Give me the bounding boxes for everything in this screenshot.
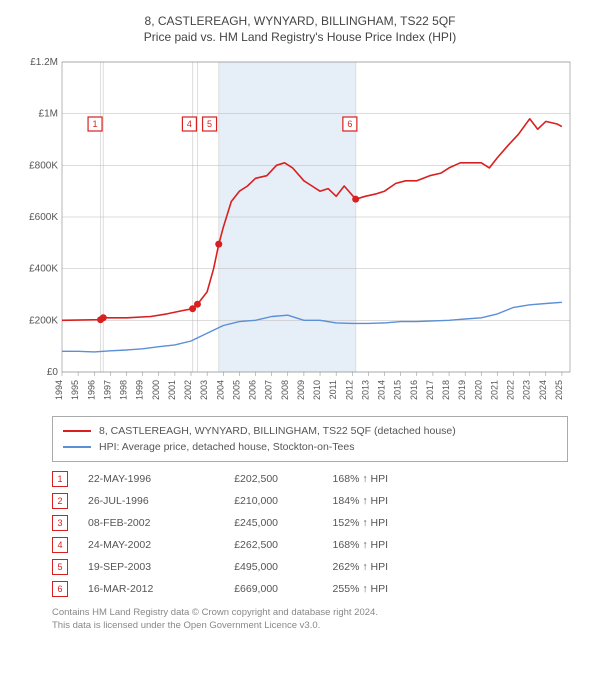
svg-text:£1.2M: £1.2M: [30, 57, 58, 68]
tx-index-box: 5: [52, 559, 68, 575]
price-chart: £0 £200K £400K £600K £800K £1M £1.2M 1994 1995 19…: [20, 52, 580, 412]
svg-text:2006: 2006: [248, 380, 258, 400]
tx-index-box: 2: [52, 493, 68, 509]
tx-pct: 262% ↑ HPI: [298, 561, 388, 573]
svg-text:£1M: £1M: [39, 109, 58, 120]
tx-pct: 168% ↑ HPI: [298, 473, 388, 485]
svg-text:5: 5: [207, 119, 212, 129]
tx-date: 22-MAY-1996: [88, 473, 188, 485]
svg-text:2013: 2013: [360, 380, 370, 400]
svg-text:£400K: £400K: [29, 264, 58, 275]
svg-text:2025: 2025: [554, 380, 564, 400]
tx-pct: 184% ↑ HPI: [298, 495, 388, 507]
svg-text:2010: 2010: [312, 380, 322, 400]
tx-pct: 255% ↑ HPI: [298, 583, 388, 595]
legend-swatch: [63, 446, 91, 448]
svg-text:2017: 2017: [425, 380, 435, 400]
svg-text:1998: 1998: [119, 380, 129, 400]
svg-text:2001: 2001: [167, 380, 177, 400]
svg-text:2023: 2023: [522, 380, 532, 400]
svg-text:1995: 1995: [70, 380, 80, 400]
svg-text:6: 6: [347, 119, 352, 129]
svg-text:2003: 2003: [199, 380, 209, 400]
tx-price: £495,000: [208, 561, 278, 573]
legend-swatch: [63, 430, 91, 432]
svg-text:2009: 2009: [296, 380, 306, 400]
svg-text:1999: 1999: [135, 380, 145, 400]
page-subtitle: Price paid vs. HM Land Registry's House …: [14, 30, 586, 44]
svg-text:1: 1: [93, 119, 98, 129]
legend: 8, CASTLEREAGH, WYNYARD, BILLINGHAM, TS2…: [52, 416, 568, 462]
svg-text:1996: 1996: [86, 380, 96, 400]
tx-date: 19-SEP-2003: [88, 561, 188, 573]
table-row: 3 08-FEB-2002 £245,000 152% ↑ HPI: [52, 512, 568, 534]
tx-price: £669,000: [208, 583, 278, 595]
tx-pct: 152% ↑ HPI: [298, 517, 388, 529]
tx-date: 26-JUL-1996: [88, 495, 188, 507]
tx-index-box: 6: [52, 581, 68, 597]
page-title: 8, CASTLEREAGH, WYNYARD, BILLINGHAM, TS2…: [14, 14, 586, 28]
svg-text:£800K: £800K: [29, 160, 58, 171]
svg-text:2005: 2005: [231, 380, 241, 400]
table-row: 1 22-MAY-1996 £202,500 168% ↑ HPI: [52, 468, 568, 490]
svg-text:2012: 2012: [344, 380, 354, 400]
svg-text:4: 4: [187, 119, 192, 129]
tx-date: 24-MAY-2002: [88, 539, 188, 551]
svg-text:£200K: £200K: [29, 315, 58, 326]
transactions-table: 1 22-MAY-1996 £202,500 168% ↑ HPI 2 26-JUL-19…: [52, 468, 568, 600]
svg-text:2018: 2018: [441, 380, 451, 400]
table-row: 2 26-JUL-1996 £210,000 184% ↑ HPI: [52, 490, 568, 512]
legend-label: HPI: Average price, detached house, Stoc…: [99, 439, 354, 455]
table-row: 6 16-MAR-2012 £669,000 255% ↑ HPI: [52, 578, 568, 600]
tx-price: £202,500: [208, 473, 278, 485]
tx-pct: 168% ↑ HPI: [298, 539, 388, 551]
svg-text:2000: 2000: [151, 380, 161, 400]
tx-date: 16-MAR-2012: [88, 583, 188, 595]
tx-price: £245,000: [208, 517, 278, 529]
svg-text:2021: 2021: [489, 380, 499, 400]
svg-text:2002: 2002: [183, 380, 193, 400]
svg-text:2019: 2019: [457, 380, 467, 400]
svg-text:2004: 2004: [215, 380, 225, 400]
svg-text:£0: £0: [47, 367, 59, 378]
legend-item: 8, CASTLEREAGH, WYNYARD, BILLINGHAM, TS2…: [63, 423, 557, 439]
svg-text:1994: 1994: [54, 380, 64, 400]
footer-attribution: Contains HM Land Registry data © Crown c…: [52, 606, 568, 632]
table-row: 5 19-SEP-2003 £495,000 262% ↑ HPI: [52, 556, 568, 578]
tx-index-box: 1: [52, 471, 68, 487]
svg-text:2011: 2011: [328, 380, 338, 399]
footer-line: Contains HM Land Registry data © Crown c…: [52, 606, 568, 619]
tx-price: £262,500: [208, 539, 278, 551]
tx-index-box: 3: [52, 515, 68, 531]
svg-text:2016: 2016: [409, 380, 419, 400]
svg-text:2008: 2008: [280, 380, 290, 400]
svg-text:2022: 2022: [506, 380, 516, 400]
tx-price: £210,000: [208, 495, 278, 507]
svg-text:2015: 2015: [393, 380, 403, 400]
legend-item: HPI: Average price, detached house, Stoc…: [63, 439, 557, 455]
legend-label: 8, CASTLEREAGH, WYNYARD, BILLINGHAM, TS2…: [99, 423, 456, 439]
svg-text:£600K: £600K: [29, 212, 58, 223]
table-row: 4 24-MAY-2002 £262,500 168% ↑ HPI: [52, 534, 568, 556]
svg-text:2020: 2020: [473, 380, 483, 400]
svg-text:2014: 2014: [377, 380, 387, 400]
svg-text:1997: 1997: [102, 380, 112, 400]
tx-date: 08-FEB-2002: [88, 517, 188, 529]
svg-text:2007: 2007: [264, 380, 274, 400]
svg-text:2024: 2024: [538, 380, 548, 400]
footer-line: This data is licensed under the Open Gov…: [52, 619, 568, 632]
tx-index-box: 4: [52, 537, 68, 553]
